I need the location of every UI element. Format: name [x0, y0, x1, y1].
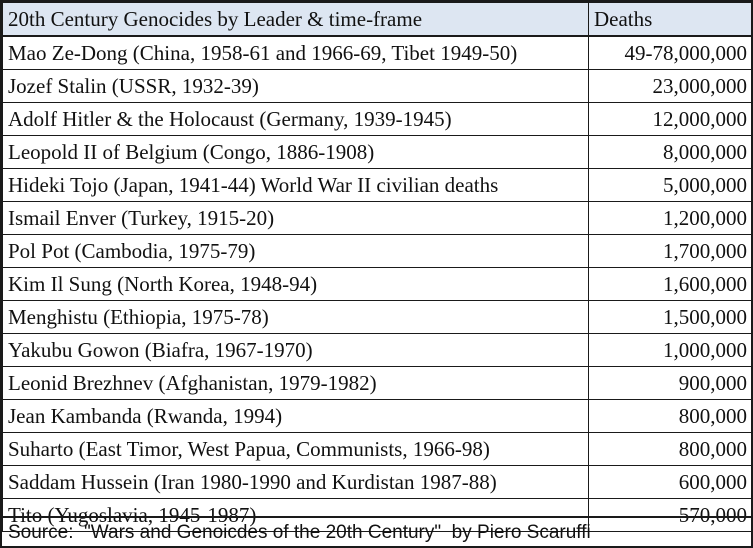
- table-row: Mao Ze-Dong (China, 1958-61 and 1966-69,…: [2, 35, 752, 70]
- deaths-cell: 570,000: [588, 498, 752, 532]
- leader-cell: Kim Il Sung (North Korea, 1948-94): [2, 267, 589, 301]
- deaths-cell: 800,000: [588, 399, 752, 433]
- leader-cell: Leonid Brezhnev (Afghanistan, 1979-1982): [2, 366, 589, 400]
- leader-cell: Jozef Stalin (USSR, 1932-39): [2, 69, 589, 103]
- deaths-cell: 23,000,000: [588, 69, 752, 103]
- table-row: Leonid Brezhnev (Afghanistan, 1979-1982)…: [2, 366, 752, 400]
- table-header-row: 20th Century Genocides by Leader & time-…: [2, 2, 752, 37]
- leader-cell: Jean Kambanda (Rwanda, 1994): [2, 399, 589, 433]
- deaths-cell: 800,000: [588, 432, 752, 466]
- genocides-table: 20th Century Genocides by Leader & time-…: [2, 2, 752, 532]
- table-row: Pol Pot (Cambodia, 1975-79) 1,700,000: [2, 234, 752, 268]
- table-row: Suharto (East Timor, West Papua, Communi…: [2, 432, 752, 466]
- table-row: Saddam Hussein (Iran 1980-1990 and Kurdi…: [2, 465, 752, 499]
- leader-cell: Ismail Enver (Turkey, 1915-20): [2, 201, 589, 235]
- table-row: Hideki Tojo (Japan, 1941-44) World War I…: [2, 168, 752, 202]
- table-row: Jozef Stalin (USSR, 1932-39) 23,000,000: [2, 69, 752, 103]
- column-header-leader: 20th Century Genocides by Leader & time-…: [2, 2, 589, 37]
- leader-cell: Tito (Yugoslavia, 1945-1987): [2, 498, 589, 532]
- deaths-cell: 900,000: [588, 366, 752, 400]
- deaths-cell: 5,000,000: [588, 168, 752, 202]
- deaths-cell: 8,000,000: [588, 135, 752, 169]
- table-row: Tito (Yugoslavia, 1945-1987) 570,000: [2, 498, 752, 532]
- leader-cell: Yakubu Gowon (Biafra, 1967-1970): [2, 333, 589, 367]
- table-row: Jean Kambanda (Rwanda, 1994) 800,000: [2, 399, 752, 433]
- deaths-cell: 1,700,000: [588, 234, 752, 268]
- table-row: Leopold II of Belgium (Congo, 1886-1908)…: [2, 135, 752, 169]
- deaths-cell: 12,000,000: [588, 102, 752, 136]
- table-row: Yakubu Gowon (Biafra, 1967-1970) 1,000,00…: [2, 333, 752, 367]
- deaths-cell: 49-78,000,000: [588, 35, 752, 70]
- deaths-cell: 1,200,000: [588, 201, 752, 235]
- leader-cell: Hideki Tojo (Japan, 1941-44) World War I…: [2, 168, 589, 202]
- table-row: Adolf Hitler & the Holocaust (Germany, 1…: [2, 102, 752, 136]
- table-row: Menghistu (Ethiopia, 1975-78) 1,500,000: [2, 300, 752, 334]
- deaths-cell: 1,500,000: [588, 300, 752, 334]
- deaths-cell: 600,000: [588, 465, 752, 499]
- leader-cell: Leopold II of Belgium (Congo, 1886-1908): [2, 135, 589, 169]
- column-header-deaths: Deaths: [588, 2, 752, 37]
- leader-cell: Suharto (East Timor, West Papua, Communi…: [2, 432, 589, 466]
- leader-cell: Menghistu (Ethiopia, 1975-78): [2, 300, 589, 334]
- table-row: Kim Il Sung (North Korea, 1948-94) 1,600,…: [2, 267, 752, 301]
- table-row: Ismail Enver (Turkey, 1915-20) 1,200,000: [2, 201, 752, 235]
- leader-cell: Adolf Hitler & the Holocaust (Germany, 1…: [2, 102, 589, 136]
- source-note: Source: "Wars and Genoicdes of the 20th …: [2, 516, 751, 548]
- deaths-cell: 1,000,000: [588, 333, 752, 367]
- leader-cell: Saddam Hussein (Iran 1980-1990 and Kurdi…: [2, 465, 589, 499]
- deaths-cell: 1,600,000: [588, 267, 752, 301]
- leader-cell: Mao Ze-Dong (China, 1958-61 and 1966-69,…: [2, 35, 589, 70]
- leader-cell: Pol Pot (Cambodia, 1975-79): [2, 234, 589, 268]
